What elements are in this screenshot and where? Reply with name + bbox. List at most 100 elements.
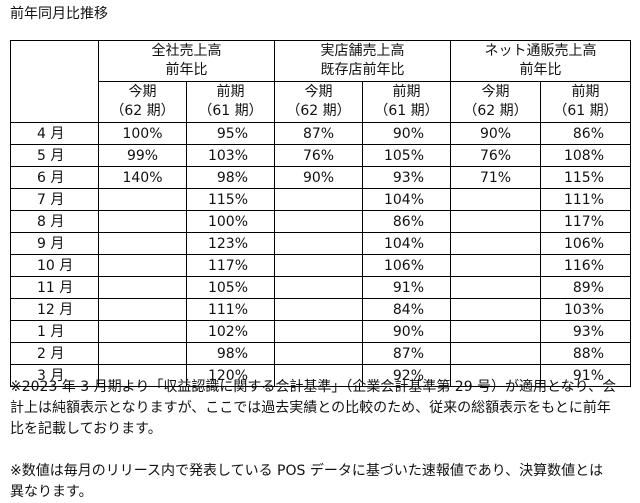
value-cell [274, 342, 363, 365]
value-cell: 103% [540, 298, 631, 321]
value-cell: 91% [362, 276, 451, 299]
table-row: 3 月 120% 92% 91% [10, 364, 631, 387]
previous-period-number: （61 期） [198, 103, 263, 119]
value-cell: 95% [186, 122, 275, 145]
value-cell [450, 342, 541, 365]
month-cell: 5 月 [10, 144, 99, 167]
current-period-header: 今期 （62 期） [98, 81, 187, 123]
value-cell: 117% [540, 210, 631, 233]
value-cell: 104% [362, 188, 451, 211]
value-cell: 86% [362, 210, 451, 233]
current-period-label: 今期 [481, 84, 510, 100]
previous-period-header: 前期 （61 期） [540, 81, 631, 123]
value-cell: 115% [540, 166, 631, 189]
previous-period-number: （61 期） [374, 103, 439, 119]
value-cell [450, 276, 541, 299]
previous-period-label: 前期 [571, 84, 600, 100]
value-cell: 111% [540, 188, 631, 211]
table-row: 1 月 102% 90% 93% [10, 320, 631, 343]
value-cell [98, 232, 187, 255]
value-cell [450, 232, 541, 255]
note-text: 比を記載しております。 [10, 421, 162, 437]
value-cell: 106% [362, 254, 451, 277]
value-cell: 84% [362, 298, 451, 321]
note-text: 計上は純額表示となりますが、ここでは過去実績との比較のため、従来の総額表示をもと… [10, 400, 611, 416]
group-header-sublabel: 前年比 [519, 62, 562, 78]
table-row: 9 月 123% 104% 106% [10, 232, 631, 255]
value-cell [98, 342, 187, 365]
previous-period-header: 前期 （61 期） [186, 81, 275, 123]
value-cell: 99% [98, 144, 187, 167]
value-cell: 120% [186, 364, 275, 387]
current-period-label: 今期 [128, 84, 157, 100]
month-cell: 11 月 [10, 276, 99, 299]
value-cell: 103% [186, 144, 275, 167]
value-cell: 91% [540, 364, 631, 387]
value-cell [98, 298, 187, 321]
value-cell: 98% [186, 166, 275, 189]
table-row: 8 月 100% 86% 117% [10, 210, 631, 233]
group-header-store-sales: 実店舗売上高 既存店前年比 [274, 40, 451, 82]
month-cell: 7 月 [10, 188, 99, 211]
previous-period-number: （61 期） [553, 103, 618, 119]
value-cell: 106% [540, 232, 631, 255]
month-cell: 12 月 [10, 298, 99, 321]
value-cell: 90% [274, 166, 363, 189]
value-cell: 100% [186, 210, 275, 233]
value-cell: 90% [450, 122, 541, 145]
table-row: 11 月 105% 91% 89% [10, 276, 631, 299]
value-cell: 87% [274, 122, 363, 145]
value-cell [274, 276, 363, 299]
value-cell [274, 320, 363, 343]
previous-period-label: 前期 [216, 84, 245, 100]
group-header-label: ネット通販売上高 [484, 43, 597, 59]
value-cell: 93% [540, 320, 631, 343]
note-text: 異なります。 [10, 484, 93, 500]
table-row: 7 月 115% 104% 111% [10, 188, 631, 211]
value-cell: 123% [186, 232, 275, 255]
note-text: ※数値は毎月のリリース内で発表している POS データに基づいた速報値であり、決… [10, 463, 604, 479]
current-period-number: （62 期） [286, 103, 351, 119]
value-cell: 89% [540, 276, 631, 299]
value-cell: 98% [186, 342, 275, 365]
month-cell: 2 月 [10, 342, 99, 365]
value-cell: 102% [186, 320, 275, 343]
table-row: 6 月 140% 98% 90% 93% 71% 115% [10, 166, 631, 189]
value-cell [98, 276, 187, 299]
value-cell: 100% [98, 122, 187, 145]
value-cell: 115% [186, 188, 275, 211]
value-cell [98, 210, 187, 233]
group-header-total-sales: 全社売上高 前年比 [98, 40, 275, 82]
value-cell: 108% [540, 144, 631, 167]
value-cell [450, 254, 541, 277]
period-header-row: 今期 （62 期） 前期 （61 期） 今期 （62 期） 前期 （61 期） … [11, 81, 631, 123]
value-cell [98, 254, 187, 277]
page-title: 前年同月比推移 [10, 6, 108, 22]
month-cell: 10 月 [10, 254, 99, 277]
note-text: ※2023 年 3 月期より「収益認識に関する会計基準」（企業会計基準第 29 … [10, 379, 617, 395]
current-period-label: 今期 [304, 84, 333, 100]
value-cell: 92% [362, 364, 451, 387]
value-cell: 140% [98, 166, 187, 189]
value-cell: 116% [540, 254, 631, 277]
yoy-table: 全社売上高 前年比 実店舗売上高 既存店前年比 ネット通販売上高 前年比 今期 … [10, 40, 631, 387]
month-cell: 8 月 [10, 210, 99, 233]
value-cell [274, 298, 363, 321]
month-cell: 3 月 [10, 364, 99, 387]
value-cell [98, 188, 187, 211]
value-cell: 105% [186, 276, 275, 299]
value-cell [274, 210, 363, 233]
group-header-label: 実店舗売上高 [320, 43, 405, 59]
group-header-sublabel: 前年比 [165, 62, 208, 78]
group-header-label: 全社売上高 [151, 43, 222, 59]
value-cell: 104% [362, 232, 451, 255]
value-cell: 86% [540, 122, 631, 145]
value-cell [98, 320, 187, 343]
group-header-row: 全社売上高 前年比 実店舗売上高 既存店前年比 ネット通販売上高 前年比 [10, 40, 631, 123]
value-cell [274, 232, 363, 255]
group-header-sublabel: 既存店前年比 [320, 62, 405, 78]
current-period-number: （62 期） [463, 103, 528, 119]
value-cell: 105% [362, 144, 451, 167]
value-cell [450, 298, 541, 321]
previous-period-header: 前期 （61 期） [362, 81, 451, 123]
